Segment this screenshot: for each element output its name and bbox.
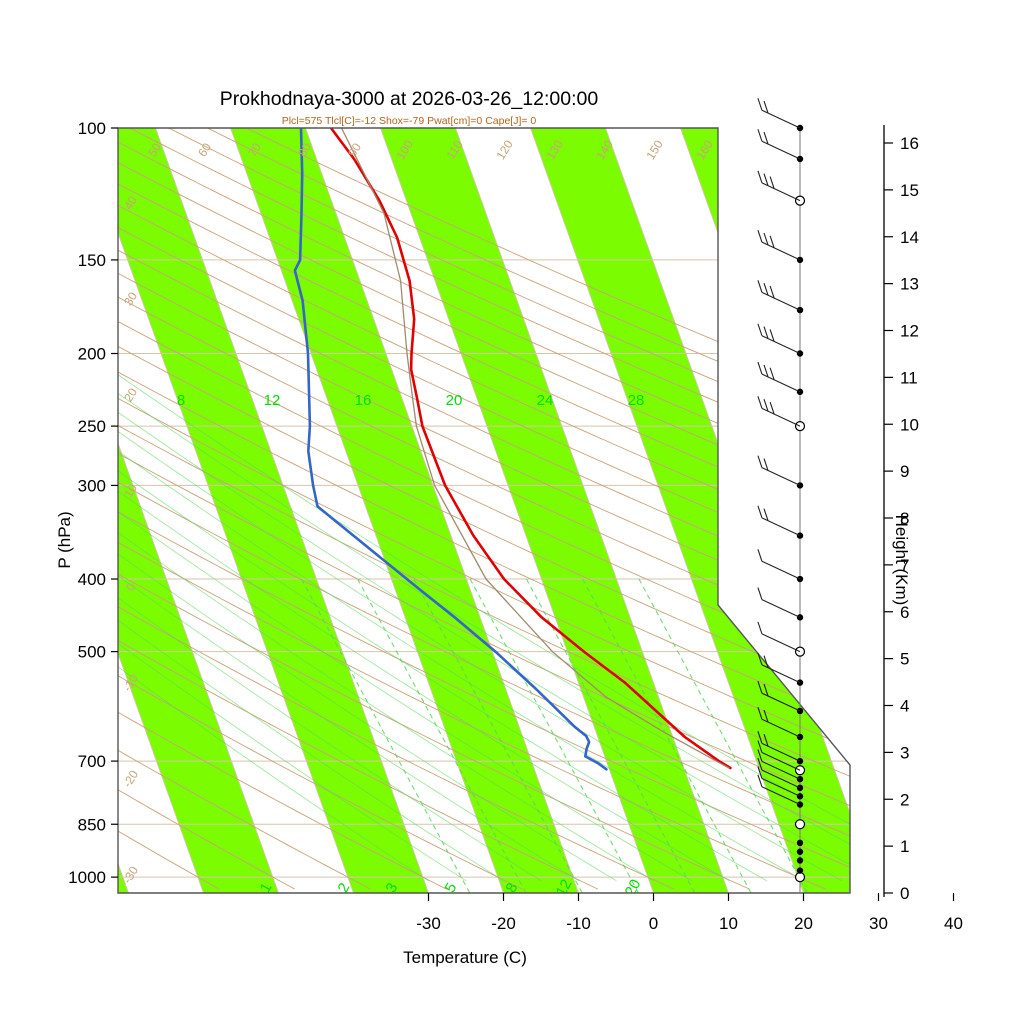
height-tick: 4 [900,697,909,716]
height-tick: 16 [900,134,919,153]
wind-barb-panel [757,98,806,893]
temperature-tick: -30 [416,914,441,933]
temperature-tick: 30 [869,914,888,933]
height-tick: 7 [900,556,909,575]
height-tick: 10 [900,415,919,434]
indices-subtitle: Plcl=575 Tlcl[C]=-12 Shox=-79 Pwat[cm]=0… [282,115,537,127]
pressure-tick: 500 [78,643,106,662]
svg-text:16: 16 [355,392,372,409]
height-tick: 8 [900,509,909,528]
height-tick: 15 [900,181,919,200]
height-tick: 0 [900,884,909,903]
pressure-tick: 200 [78,345,106,364]
pressure-axis: 100 150 200 250 300 400 500 700 850 1000 [68,119,118,887]
height-tick: 2 [900,790,909,809]
height-tick: 14 [900,228,919,247]
pressure-tick: 100 [78,119,106,138]
svg-text:8: 8 [177,392,185,409]
temperature-tick: -10 [566,914,591,933]
height-tick: 6 [900,603,909,622]
svg-text:20: 20 [446,392,463,409]
height-tick: 12 [900,322,919,341]
y2-axis-label: Height (Km) [892,515,911,606]
height-tick: 13 [900,275,919,294]
pressure-tick: 250 [78,417,106,436]
curve-parcel [340,128,730,769]
curve-dewpoint [293,128,608,771]
height-tick: 3 [900,743,909,762]
svg-text:28: 28 [628,392,645,409]
temperature-tick: 10 [719,914,738,933]
temperature-tick: 20 [794,914,813,933]
svg-text:12: 12 [264,392,281,409]
pressure-tick: 300 [78,476,106,495]
height-tick: 11 [900,368,918,387]
height-tick: 5 [900,650,909,669]
pressure-tick: 150 [78,251,106,270]
pressure-tick: 700 [78,752,106,771]
mixing-ratio-lines [118,128,850,893]
plot-frame [117,127,851,894]
curve-temperature [329,128,732,770]
pressure-tick: 1000 [68,868,106,887]
temperature-tick: 40 [944,914,963,933]
sounding-curves [293,128,732,771]
temperature-tick: 0 [649,914,658,933]
temperature-tick: -20 [491,914,516,933]
pressure-tick: 400 [78,570,106,589]
plot-interior: 50 60 70 80 90 100 110 120 130 140 150 160403020100… [118,128,850,893]
height-tick: 9 [900,462,909,481]
height-tick: 1 [900,837,909,856]
temperature-axis: -30 -20 -10 0 10 20 30 40 [416,893,963,933]
svg-text:24: 24 [537,392,554,409]
y-axis-label: P (hPa) [55,511,74,568]
page-title: Prokhodnaya-3000 at 2026-03-26_12:00:00 [220,88,599,110]
pressure-tick: 850 [78,815,106,834]
x-axis-label: Temperature (C) [403,948,527,967]
